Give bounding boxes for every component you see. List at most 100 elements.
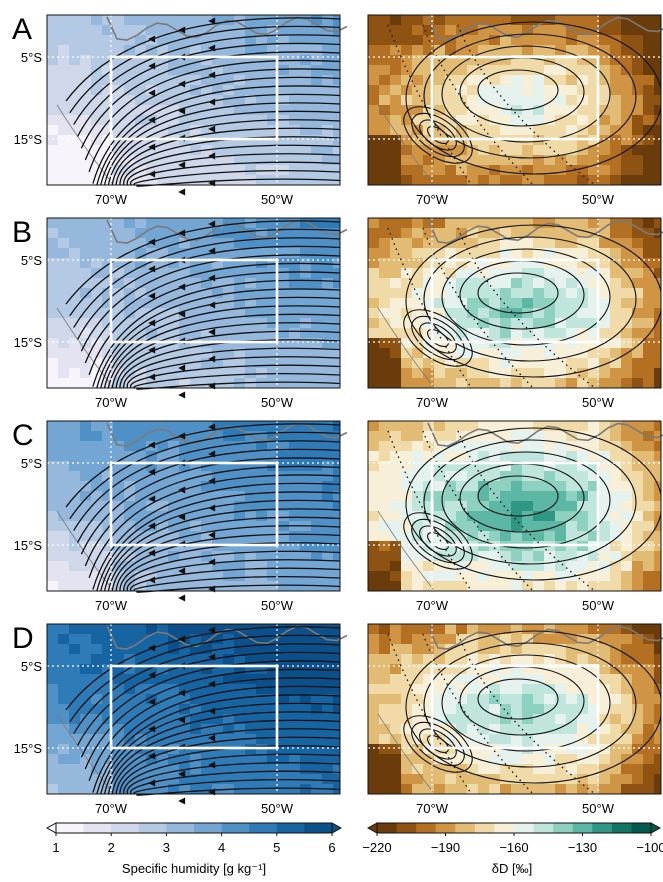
streamline-arrow [148,238,156,246]
streamline-arrow [178,689,186,697]
streamline-arrow [208,301,216,309]
streamline [123,347,341,389]
streamline [126,356,341,389]
colorbar-swatch [553,823,574,833]
colorbar-tick-label: 5 [273,840,280,855]
panel-letter: D [12,622,34,655]
lat-tick-label: 15°S [14,335,43,350]
streamline-arrow [148,35,156,43]
colorbar-tick-label: −190 [431,840,460,855]
panel-frame [46,420,341,592]
streamline [107,110,341,186]
negative-contour [457,633,597,794]
contour-line [403,512,473,570]
coastline [106,16,348,41]
lon-tick-label: 50°W [582,192,615,207]
contour-line [403,309,473,367]
isotope-colorbar-label: δD [‰] [492,861,532,876]
contour-line [419,728,457,760]
study-region-box [109,258,279,344]
colorbar-tick-label: −160 [499,840,528,855]
streamline-arrow [208,423,216,431]
panel-B: B 70°W 50°W 5°S 15°S 70°W 50°W [12,216,663,410]
streamline [69,634,341,723]
streamline-arrow [208,355,216,363]
streamline [84,668,341,770]
streamline-arrow [208,761,216,769]
streamline [69,431,341,520]
streamline-arrow [148,752,156,760]
contour-line [423,439,637,565]
panel-frame [367,14,662,186]
colorbar-swatch [138,823,167,833]
streamline-arrow [178,567,186,575]
isotope-map: 70°W 50°W [367,623,663,816]
streamline-arrow [148,170,156,178]
streamline [107,313,341,389]
streamline-arrow [178,635,186,643]
colorbar-swatch [416,823,437,833]
streamline-arrow [178,229,186,237]
streamline [92,76,341,184]
streamline-arrow [208,220,216,228]
streamline-arrow [178,486,186,494]
negative-contour [422,227,535,388]
streamline-arrow [148,576,156,584]
streamline-arrow [148,644,156,652]
streamline [100,93,341,186]
panel-frame [367,623,662,795]
coastline [427,16,663,41]
coastline [427,219,663,244]
colorbar-swatch [166,823,195,833]
streamline-arrow [148,373,156,381]
humidity-map: 70°W 50°W 5°S 15°S [14,217,348,410]
contour-line [411,112,465,158]
streamline-arrow [148,495,156,503]
streamline-arrow [208,707,216,715]
lon-tick-label: 50°W [582,801,615,816]
streamline [123,144,341,186]
colorbar-swatch [611,823,632,833]
streamline [65,423,341,508]
andes-contour [377,104,434,184]
streamline [84,465,341,567]
streamline [119,542,341,592]
streamline-arrow [148,143,156,151]
negative-contour [422,430,535,591]
map-panels: A 70°W 50°W 5°S 15°S 70°W 50°W B 70°W 50°W 5°S 15°S… [12,13,663,816]
streamline [100,296,341,389]
streamline-arrow [208,680,216,688]
streamline-arrow [178,310,186,318]
colorbar-swatch [533,823,554,833]
panel-frame [46,623,341,795]
negative-contour [422,24,535,185]
streamline-arrow [148,725,156,733]
lat-tick-label: 15°S [14,132,43,147]
isotope-map: 70°W 50°W [367,420,663,613]
streamline [73,440,341,531]
streamline [73,643,341,734]
streamline [73,34,341,125]
negative-contour [457,430,597,591]
colorbar-swatch [494,823,515,833]
streamline [107,516,341,592]
streamline-arrow [148,292,156,300]
contour-line [441,248,611,346]
streamline [126,559,341,592]
study-region-box [430,258,600,344]
humidity-field [47,15,340,185]
colorbar-swatch [304,823,333,833]
streamline [103,102,341,186]
streamline [123,550,341,592]
contour-line [477,475,559,517]
panel-frame [367,420,662,592]
streamline-arrow [178,80,186,88]
contour-line [403,715,473,773]
colorbar-swatch [435,823,456,833]
colorbar-extend-low [45,822,57,834]
panel-D: D 70°W 50°W 5°S 15°S 70°W 50°W [12,622,663,816]
lon-tick-label: 50°W [261,395,294,410]
streamline-arrow [148,116,156,124]
streamline [126,153,341,186]
coastline [106,219,348,244]
